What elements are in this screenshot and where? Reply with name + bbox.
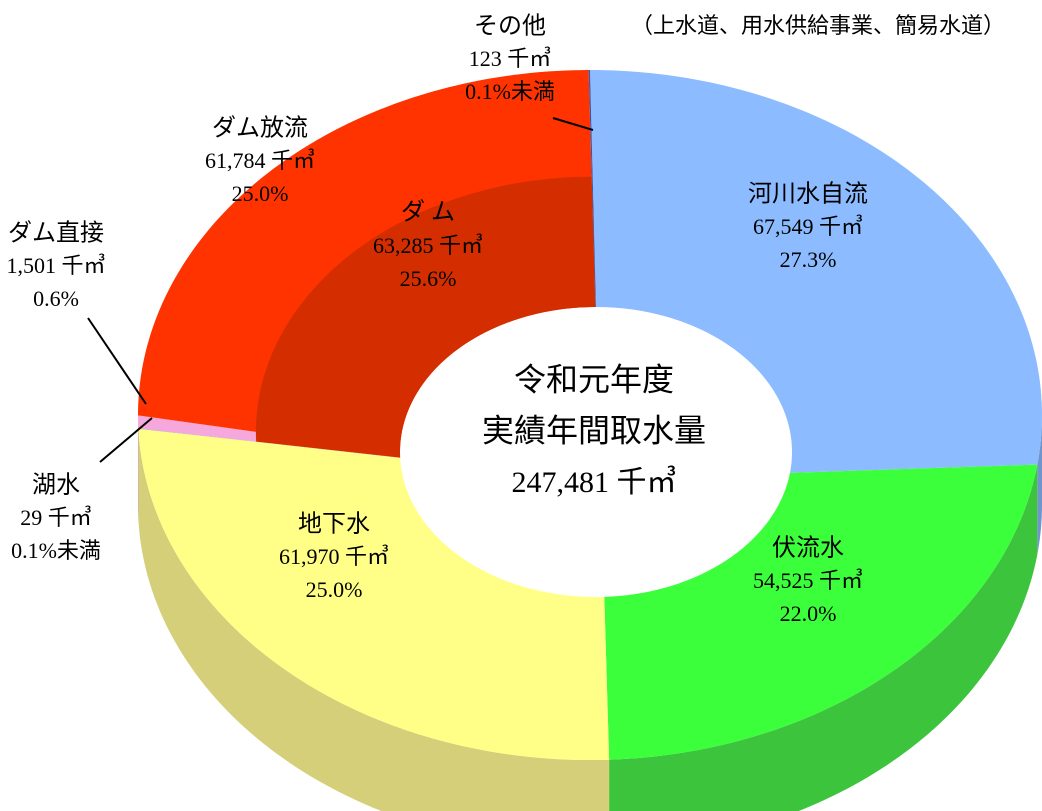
category-label: ダム直接 xyxy=(8,220,104,247)
category-label: ダム放流 xyxy=(212,115,308,142)
center-title: 実績年間取水量 xyxy=(482,412,706,448)
segment xyxy=(138,428,610,760)
tops xyxy=(138,70,1042,760)
value-label: 61,970 千㎥ xyxy=(279,544,389,569)
segment xyxy=(590,70,1042,473)
value-label: 54,525 千㎥ xyxy=(753,568,863,593)
value-label: 61,784 千㎥ xyxy=(205,148,315,173)
side-wall xyxy=(609,464,1038,811)
group-ring xyxy=(255,176,596,458)
category-label: 湖水 xyxy=(32,472,80,499)
category-label: 伏流水 xyxy=(772,535,844,562)
percent-label: 25.0% xyxy=(306,577,363,602)
sides xyxy=(138,415,1042,811)
center-title: 令和元年度 xyxy=(514,361,674,397)
percent-label: 22.0% xyxy=(780,601,837,626)
segment xyxy=(604,464,1038,760)
group-value-label: 63,285 千㎥ xyxy=(373,233,483,258)
value-label: 67,549 千㎥ xyxy=(753,214,863,239)
leader-line xyxy=(552,117,594,131)
category-label: 地下水 xyxy=(298,511,370,538)
value-label: 29 千㎥ xyxy=(20,505,92,530)
group-label: ダ ム xyxy=(401,199,455,226)
percent-label: 0.6% xyxy=(33,286,79,311)
side-wall xyxy=(138,428,610,811)
category-label: 河川水自流 xyxy=(748,181,868,208)
segment xyxy=(138,428,401,458)
center-total: 247,481 千㎥ xyxy=(512,466,677,499)
value-label: 123 千㎥ xyxy=(469,46,552,71)
leader-line xyxy=(99,417,153,463)
percent-label: 0.1%未満 xyxy=(11,538,101,563)
group-percent-label: 25.6% xyxy=(400,266,457,291)
value-label: 1,501 千㎥ xyxy=(6,253,105,278)
leader-line xyxy=(87,317,147,405)
percent-label: 0.1%未満 xyxy=(465,79,555,104)
percent-label: 27.3% xyxy=(780,247,837,272)
category-label: その他 xyxy=(474,13,546,40)
subtitle: （上水道、用水供給事業、簡易水道） xyxy=(631,13,1005,38)
percent-label: 25.0% xyxy=(232,181,289,206)
side-wall xyxy=(1037,415,1042,555)
